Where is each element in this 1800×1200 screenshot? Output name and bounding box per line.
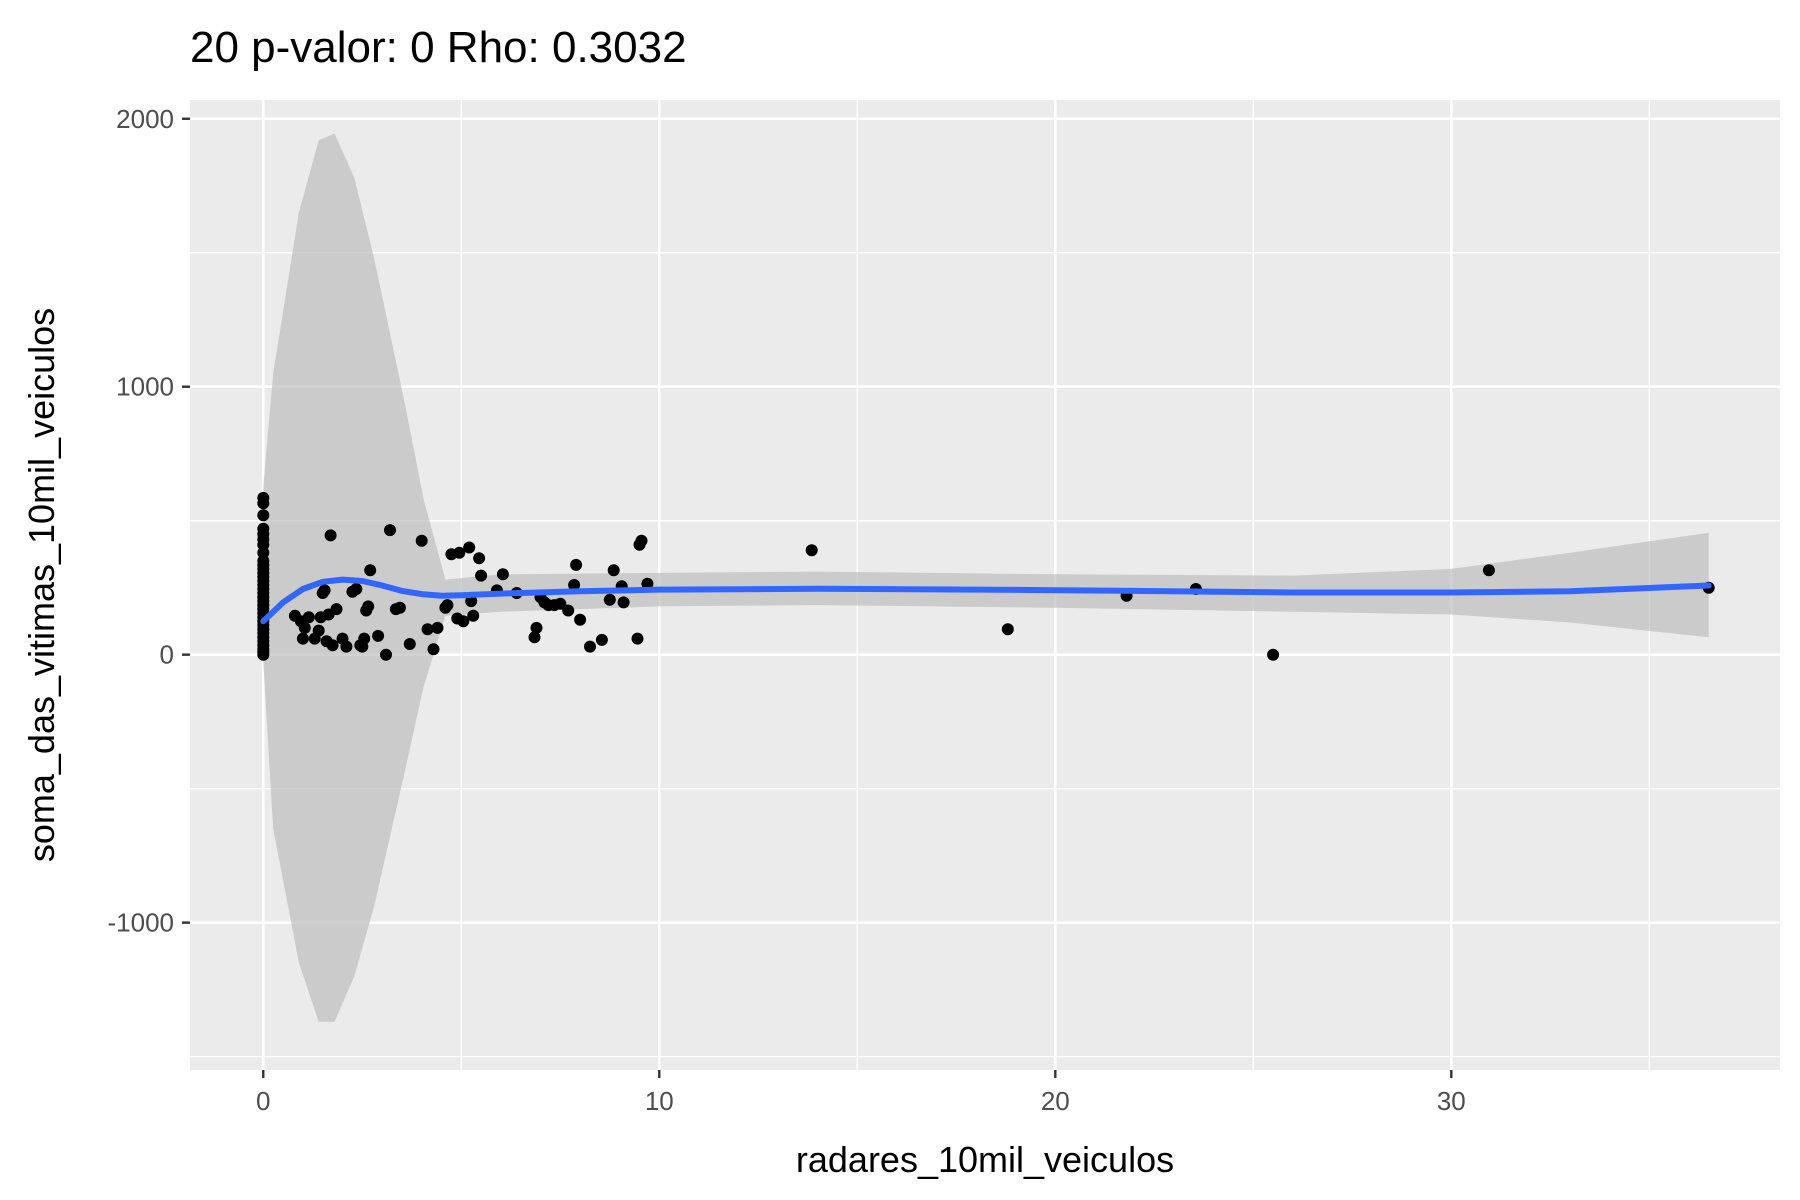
data-point	[350, 583, 363, 595]
y-tick-label: 1000	[116, 372, 174, 402]
x-tick-label: 20	[1041, 1086, 1070, 1116]
data-point	[635, 534, 648, 547]
data-point	[496, 568, 509, 581]
x-tick-label: 30	[1437, 1086, 1466, 1116]
data-point	[1001, 623, 1014, 636]
data-point	[364, 564, 377, 577]
data-point	[568, 579, 581, 591]
chart-title: 20 p-valor: 0 Rho: 0.3032	[190, 23, 687, 72]
data-point	[318, 584, 331, 597]
data-point	[340, 640, 353, 653]
data-point	[312, 624, 325, 637]
data-point	[641, 577, 654, 590]
data-point	[1482, 564, 1495, 577]
confidence-band	[263, 133, 1709, 1022]
data-point	[463, 541, 476, 554]
data-point	[595, 633, 608, 646]
data-point	[380, 648, 392, 661]
data-point	[257, 648, 270, 661]
data-point	[465, 595, 478, 608]
data-point	[562, 604, 575, 617]
data-point	[296, 632, 309, 645]
data-point	[427, 643, 440, 656]
axis-ticks	[182, 117, 1453, 1078]
data-point	[530, 621, 543, 634]
data-point	[603, 593, 616, 606]
data-point	[421, 623, 434, 636]
y-tick-label: 2000	[116, 104, 174, 134]
data-point	[1267, 648, 1280, 661]
data-point	[441, 599, 454, 612]
data-point	[431, 621, 444, 634]
data-point	[631, 632, 644, 645]
y-tick-label: 0	[160, 640, 174, 670]
data-point	[330, 603, 343, 616]
data-point	[403, 638, 416, 650]
data-point	[554, 597, 567, 610]
smooth-trend-line	[260, 576, 1712, 625]
data-point	[384, 524, 396, 537]
data-point	[467, 609, 480, 622]
data-point	[358, 632, 371, 645]
data-point	[257, 509, 270, 522]
x-tick-label: 0	[256, 1086, 270, 1116]
data-point	[326, 639, 339, 652]
y-tick-label: -1000	[108, 908, 175, 938]
data-point	[324, 529, 337, 542]
data-points	[257, 491, 1715, 661]
data-point	[475, 569, 488, 582]
data-point	[528, 631, 541, 644]
x-axis-title: radares_10mil_veiculos	[796, 1139, 1174, 1180]
x-tick-label: 10	[645, 1086, 674, 1116]
data-point	[362, 600, 375, 613]
data-point	[415, 534, 428, 547]
data-point	[393, 601, 406, 614]
data-point	[473, 552, 486, 565]
data-point	[302, 611, 315, 624]
data-point	[257, 497, 270, 510]
x-tick-labels: 0 10 20 30	[256, 1086, 1466, 1116]
data-point	[607, 564, 620, 577]
data-point	[457, 615, 470, 628]
data-point	[805, 544, 818, 557]
data-point	[372, 629, 385, 642]
data-point	[584, 640, 596, 653]
data-point	[570, 558, 583, 571]
data-point	[617, 596, 630, 609]
data-point	[574, 613, 587, 626]
data-point	[453, 546, 466, 559]
y-axis-title: soma_das_vitimas_10mil_veiculos	[21, 308, 62, 862]
y-tick-labels: -1000 0 1000 2000	[108, 104, 175, 938]
data-point	[298, 621, 311, 634]
